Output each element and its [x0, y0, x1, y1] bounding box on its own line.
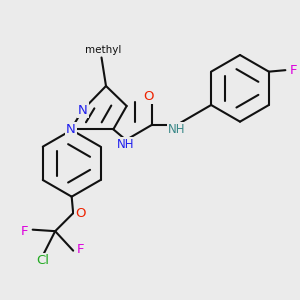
Text: methyl: methyl [85, 45, 121, 55]
Text: O: O [75, 207, 86, 220]
Text: F: F [290, 64, 298, 77]
Text: O: O [143, 90, 154, 103]
Text: Cl: Cl [36, 254, 49, 267]
Text: NH: NH [168, 123, 185, 136]
Text: N: N [66, 123, 76, 136]
Text: F: F [77, 243, 84, 256]
Text: F: F [20, 225, 28, 238]
Text: NH: NH [117, 138, 135, 151]
Text: N: N [78, 103, 88, 116]
